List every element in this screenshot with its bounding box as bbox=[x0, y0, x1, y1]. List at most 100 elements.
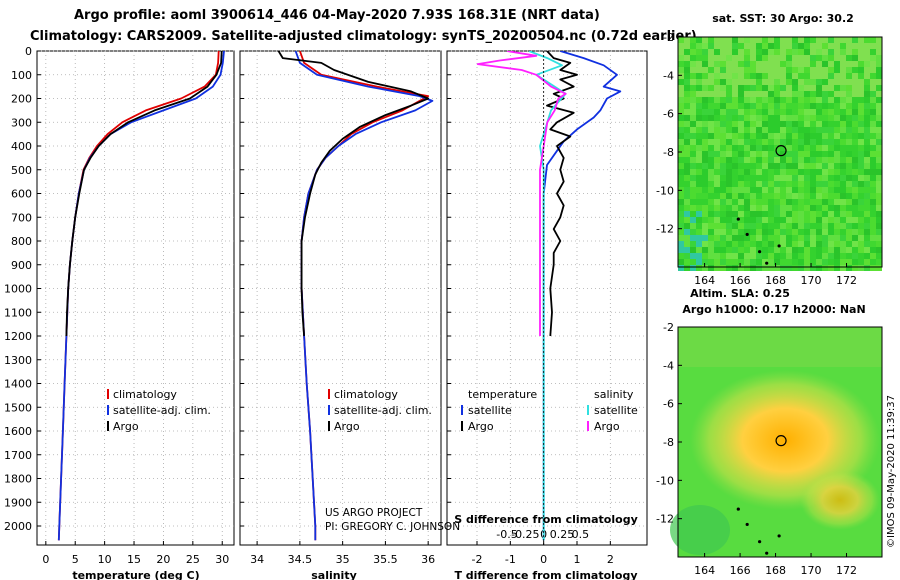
sst-cell bbox=[762, 163, 768, 169]
sst-cell bbox=[756, 67, 762, 73]
sst-cell bbox=[738, 175, 744, 181]
sst-cell bbox=[840, 229, 846, 235]
sst-cell bbox=[690, 55, 696, 61]
sst-cell bbox=[792, 211, 798, 217]
sst-cell bbox=[840, 61, 846, 67]
sst-cell bbox=[816, 253, 822, 259]
sst-cell bbox=[792, 265, 798, 271]
sst-cell bbox=[864, 265, 870, 271]
sst-cell bbox=[702, 241, 708, 247]
sst-cell bbox=[702, 139, 708, 145]
sst-cell bbox=[846, 151, 852, 157]
sst-cell bbox=[780, 169, 786, 175]
sst-cell bbox=[828, 127, 834, 133]
sst-cell bbox=[774, 37, 780, 43]
sst-cell bbox=[816, 169, 822, 175]
sst-cell bbox=[828, 37, 834, 43]
sst-cell bbox=[858, 43, 864, 49]
sst-cell bbox=[870, 205, 876, 211]
sst-cell bbox=[804, 97, 810, 103]
sst-cell bbox=[816, 37, 822, 43]
sst-cell bbox=[696, 241, 702, 247]
sst-cell bbox=[798, 37, 804, 43]
sst-cell bbox=[684, 37, 690, 43]
sst-cell bbox=[846, 121, 852, 127]
temperature-panel-frame bbox=[36, 50, 235, 546]
sst-cell bbox=[726, 199, 732, 205]
sst-cell bbox=[810, 175, 816, 181]
sst-cell bbox=[846, 223, 852, 229]
x-tick-label: 34 bbox=[250, 553, 264, 566]
sst-cell bbox=[708, 85, 714, 91]
sst-cell bbox=[744, 163, 750, 169]
sst-cell bbox=[864, 211, 870, 217]
sst-cell bbox=[840, 115, 846, 121]
sst-cell bbox=[684, 181, 690, 187]
sst-cell bbox=[768, 247, 774, 253]
sst-cell bbox=[702, 37, 708, 43]
island-dot bbox=[745, 232, 749, 237]
sst-cell bbox=[846, 205, 852, 211]
sst-map-title: sat. SST: 30 Argo: 30.2 bbox=[712, 12, 854, 25]
sst-cell bbox=[810, 253, 816, 259]
depth-tick-label: 800 bbox=[11, 235, 32, 248]
sst-cell bbox=[738, 217, 744, 223]
sst-cell bbox=[726, 211, 732, 217]
sst-cell bbox=[774, 181, 780, 187]
sst-cell bbox=[720, 175, 726, 181]
sst-cell bbox=[750, 73, 756, 79]
sst-cell bbox=[774, 163, 780, 169]
sst-cell bbox=[684, 121, 690, 127]
x-tick-label: 34.5 bbox=[288, 553, 313, 566]
sst-cell bbox=[864, 169, 870, 175]
sst-cell bbox=[738, 229, 744, 235]
sst-cell bbox=[828, 55, 834, 61]
sst-cell bbox=[750, 79, 756, 85]
sst-cell bbox=[798, 235, 804, 241]
sst-cell bbox=[678, 193, 684, 199]
sst-cell bbox=[780, 187, 786, 193]
sst-cell bbox=[690, 265, 696, 271]
sst-cell bbox=[804, 247, 810, 253]
sst-cell bbox=[786, 43, 792, 49]
sst-cell bbox=[696, 187, 702, 193]
sst-cell bbox=[708, 157, 714, 163]
map-x-tick-label: 168 bbox=[765, 274, 786, 287]
argo-location-marker bbox=[775, 435, 787, 447]
map-x-tick-label: 172 bbox=[836, 274, 857, 287]
sst-cell bbox=[684, 187, 690, 193]
sst-cell bbox=[816, 205, 822, 211]
sst-cell bbox=[696, 55, 702, 61]
sst-cell bbox=[810, 73, 816, 79]
sst-cell bbox=[798, 163, 804, 169]
sst-cell bbox=[798, 85, 804, 91]
sst-cell bbox=[780, 151, 786, 157]
sst-cell bbox=[714, 91, 720, 97]
sst-cell bbox=[708, 265, 714, 271]
sst-cell bbox=[834, 241, 840, 247]
sst-cell bbox=[756, 217, 762, 223]
s-tick-label: 0.5 bbox=[572, 528, 590, 541]
sst-cell bbox=[834, 85, 840, 91]
sst-cell bbox=[780, 91, 786, 97]
sst-cell bbox=[852, 217, 858, 223]
sst-cell bbox=[822, 43, 828, 49]
sst-cell bbox=[744, 61, 750, 67]
sst-cell bbox=[816, 181, 822, 187]
sst-cell bbox=[678, 115, 684, 121]
sst-cell bbox=[876, 157, 882, 163]
sst-cell bbox=[864, 253, 870, 259]
sst-cell bbox=[780, 43, 786, 49]
sst-cell bbox=[756, 109, 762, 115]
sst-cell bbox=[726, 145, 732, 151]
sst-cell bbox=[720, 157, 726, 163]
sst-cell bbox=[864, 205, 870, 211]
sst-cell bbox=[756, 265, 762, 271]
sst-cell bbox=[726, 49, 732, 55]
sst-cell bbox=[744, 37, 750, 43]
sst-cell bbox=[810, 181, 816, 187]
sst-cell bbox=[756, 235, 762, 241]
sst-cell bbox=[834, 199, 840, 205]
sst-cell bbox=[720, 109, 726, 115]
sst-cell bbox=[876, 181, 882, 187]
